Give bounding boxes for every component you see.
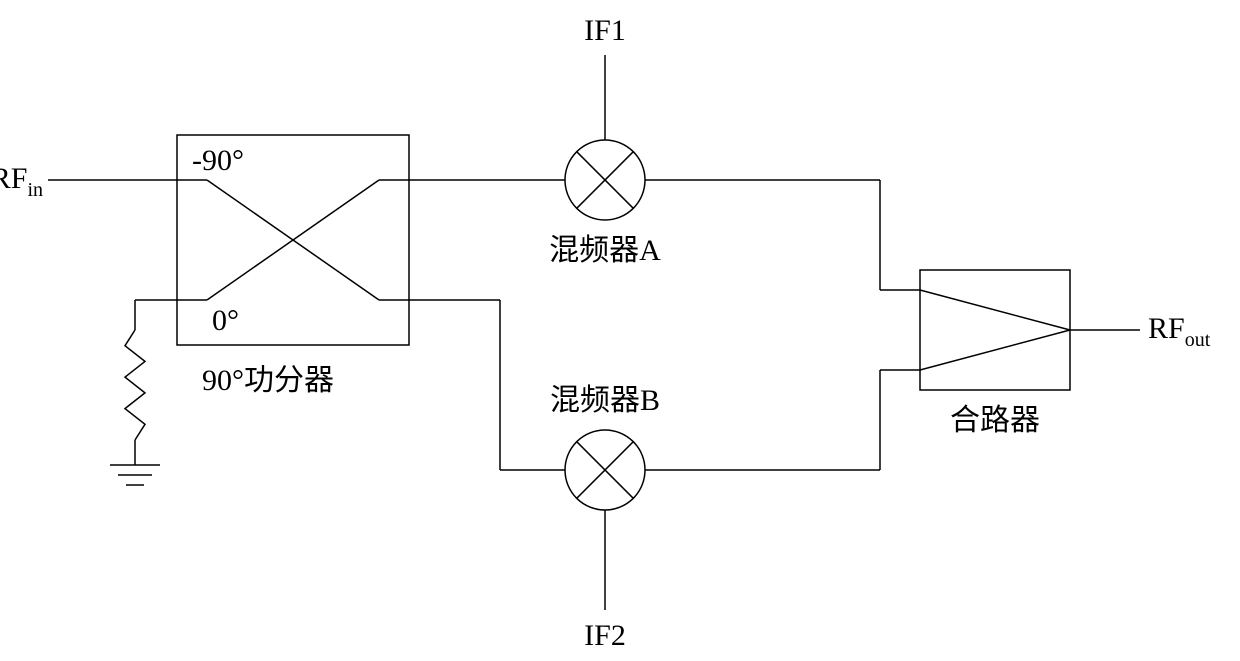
mixer-a-label: 混频器A [549, 234, 661, 267]
combiner-tri [920, 330, 1070, 370]
mixer-b-label: 混频器B [550, 384, 660, 417]
rf-in-label: RFin [0, 162, 43, 201]
rf-out-label: RFout [1148, 312, 1211, 351]
resistor [125, 330, 145, 440]
splitter-top-label: -90° [192, 144, 244, 177]
circuit-diagram: -90° 0° 90°功分器 RFin 混频器A 混频器B IF1 IF2 合路器 RFout [0, 0, 1240, 661]
splitter-bottom-label: 0° [212, 304, 239, 337]
if1-label: IF1 [584, 14, 626, 47]
combiner-caption: 合路器 [950, 404, 1040, 437]
if2-label: IF2 [584, 619, 626, 652]
splitter-caption: 90°功分器 [202, 364, 334, 397]
combiner-box [920, 270, 1070, 390]
combiner-tri [920, 290, 1070, 330]
